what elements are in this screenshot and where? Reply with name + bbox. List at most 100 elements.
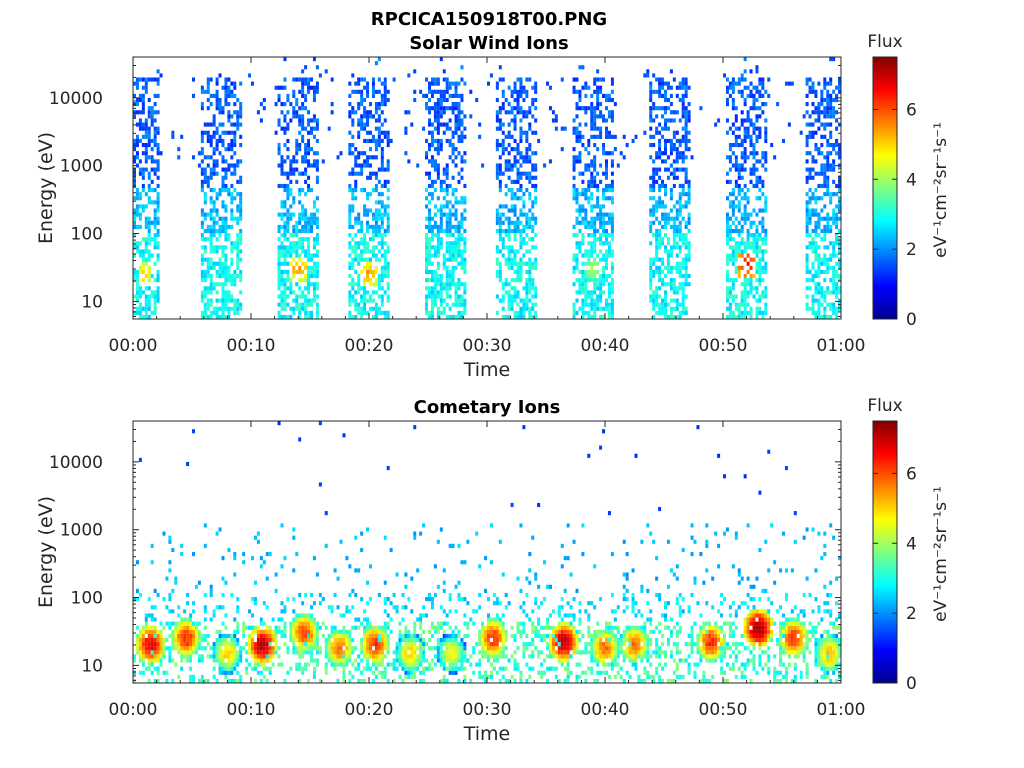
heatmap-cell	[280, 298, 284, 303]
heatmap-cell	[153, 102, 157, 107]
heatmap-cell	[655, 290, 659, 295]
heatmap-cell	[430, 306, 434, 311]
heatmap-cell	[233, 163, 237, 168]
heatmap-cell	[156, 257, 160, 262]
heatmap-cell	[141, 290, 145, 295]
heatmap-cell	[283, 625, 287, 630]
heatmap-cell	[734, 142, 738, 148]
heatmap-cell	[307, 81, 311, 86]
heatmap-cell	[516, 216, 520, 221]
heatmap-cell	[516, 102, 520, 107]
heatmap-cell	[761, 220, 765, 225]
heatmap-cell	[817, 216, 821, 221]
heatmap-cell	[519, 241, 523, 246]
heatmap-cell	[749, 212, 753, 217]
heatmap-cell	[156, 278, 160, 283]
heatmap-cell	[312, 57, 316, 62]
heatmap-cell	[528, 142, 532, 148]
heatmap-cell	[230, 670, 234, 675]
heatmap-cell	[734, 81, 738, 86]
heatmap-cell	[649, 257, 653, 262]
heatmap-cell	[147, 650, 151, 655]
heatmap-cell	[675, 261, 679, 266]
heatmap-cell	[755, 298, 759, 303]
heatmap-cell	[495, 142, 499, 148]
heatmap-cell	[596, 212, 600, 217]
heatmap-cell	[430, 290, 434, 295]
heatmap-cell	[823, 224, 827, 229]
heatmap-cell	[531, 314, 535, 320]
heatmap-cell	[380, 204, 384, 209]
heatmap-cell	[832, 282, 836, 287]
heatmap-cell	[495, 220, 499, 225]
heatmap-cell	[666, 106, 670, 111]
heatmap-cell	[156, 77, 160, 82]
heatmap-cell	[135, 294, 139, 299]
heatmap-cell	[829, 265, 833, 270]
heatmap-cell	[737, 241, 741, 246]
heatmap-cell	[649, 224, 653, 229]
heatmap-cell	[212, 163, 216, 168]
heatmap-cell	[141, 670, 145, 675]
heatmap-cell	[504, 290, 508, 295]
heatmap-cell	[215, 306, 219, 311]
heatmap-cell	[147, 216, 151, 221]
heatmap-cell	[256, 642, 260, 647]
heatmap-cell	[168, 621, 172, 626]
heatmap-cell	[495, 269, 499, 275]
heatmap-cell	[587, 314, 591, 320]
heatmap-cell	[445, 106, 449, 111]
heatmap-cell	[519, 81, 523, 86]
heatmap-cell	[315, 89, 319, 94]
heatmap-cell	[224, 265, 228, 270]
heatmap-cell	[304, 298, 308, 303]
heatmap-cell	[430, 196, 434, 201]
heatmap-cell	[531, 237, 535, 242]
heatmap-cell	[174, 576, 178, 581]
heatmap-cell	[310, 269, 313, 275]
heatmap-cell	[448, 183, 452, 189]
heatmap-cell	[227, 642, 231, 647]
heatmap-cell	[560, 126, 564, 131]
heatmap-cell	[743, 216, 747, 221]
heatmap-cell	[593, 241, 597, 246]
heatmap-cell	[581, 298, 585, 303]
heatmap-cell	[283, 212, 287, 217]
heatmap-cell	[737, 163, 741, 168]
heatmap-cell	[227, 114, 231, 119]
heatmap-cell	[587, 233, 591, 238]
heatmap-cell	[147, 220, 151, 225]
heatmap-cell	[348, 294, 352, 299]
heatmap-cell	[383, 97, 387, 103]
heatmap-cell	[811, 175, 815, 180]
heatmap-cell	[661, 77, 665, 82]
heatmap-cell	[442, 286, 446, 291]
heatmap-cell	[144, 625, 148, 630]
heatmap-cell	[428, 171, 431, 176]
heatmap-cell	[138, 592, 142, 598]
heatmap-cell	[312, 282, 316, 287]
heatmap-cell	[463, 241, 467, 246]
heatmap-cell	[301, 269, 305, 275]
heatmap-cell	[224, 257, 228, 262]
heatmap-cell	[445, 188, 449, 193]
heatmap-cell	[369, 102, 372, 107]
heatmap-cell	[817, 314, 821, 320]
heatmap-cell	[357, 310, 361, 315]
heatmap-cell	[330, 102, 334, 107]
heatmap-cell	[829, 57, 833, 62]
heatmap-cell	[200, 159, 204, 164]
heatmap-cell	[239, 237, 243, 242]
heatmap-cell	[363, 138, 367, 144]
heatmap-cell	[436, 126, 440, 131]
heatmap-cell	[135, 646, 139, 651]
heatmap-cell	[451, 151, 455, 156]
heatmap-cell	[354, 314, 358, 320]
heatmap-cell	[826, 151, 830, 156]
heatmap-cell	[286, 126, 290, 131]
heatmap-cell	[666, 257, 670, 262]
heatmap-cell	[171, 588, 175, 593]
heatmap-cell	[681, 126, 685, 131]
heatmap-cell	[528, 179, 532, 184]
heatmap-cell	[749, 220, 753, 225]
